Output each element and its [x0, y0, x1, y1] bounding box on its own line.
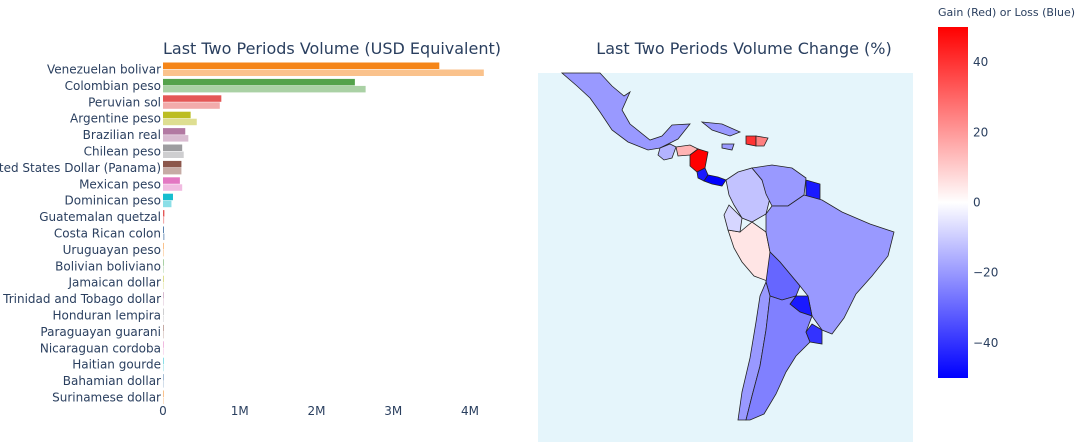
- category-label: Trinidad and Tobago dollar: [2, 292, 161, 306]
- category-label: Honduran lempira: [52, 309, 161, 323]
- category-label: United States Dollar (Panama): [0, 161, 161, 175]
- bar-period-2: [163, 266, 164, 273]
- region-guatemala: [657, 143, 677, 161]
- category-label: Brazilian real: [83, 128, 161, 142]
- category-label: Bolivian boliviano: [55, 259, 161, 273]
- region-uruguay: [805, 323, 823, 345]
- x-tick-label: 3M: [384, 404, 402, 418]
- bar-period-1: [163, 95, 222, 102]
- region-haiti: [745, 135, 757, 147]
- region-dominican-republic: [755, 135, 769, 147]
- colorbar: Gain (Red) or Loss (Blue) 40 20 0 −20 −40: [938, 6, 1075, 378]
- bar-period-1: [163, 210, 165, 217]
- x-tick-label: 4M: [461, 404, 479, 418]
- colorbar-tick-label: 40: [973, 55, 988, 69]
- category-label: Guatemalan quetzal: [39, 210, 161, 224]
- bar-period-1: [163, 78, 355, 86]
- colorbar-tick-label: −40: [973, 336, 998, 350]
- colorbar-ticks: 40 20 0 −20 −40: [973, 55, 998, 350]
- bar-period-2: [163, 118, 197, 126]
- bar-period-1: [163, 324, 164, 332]
- bar-period-1: [163, 111, 191, 119]
- category-label: Haitian gourde: [72, 358, 161, 372]
- bar-period-1: [163, 275, 164, 283]
- bar-period-1: [163, 357, 164, 365]
- bar-period-1: [163, 226, 164, 233]
- x-axis-ticks: 0 1M 2M 3M 4M: [159, 404, 479, 418]
- category-label: Jamaican dollar: [67, 276, 161, 290]
- bar-period-1: [163, 160, 182, 168]
- bar-period-2: [163, 315, 164, 322]
- category-label: Argentine peso: [70, 112, 161, 126]
- category-label: Peruvian sol: [88, 95, 161, 109]
- bar-period-1: [163, 390, 164, 397]
- bar-period-2: [163, 299, 164, 306]
- bar-period-1: [163, 308, 164, 315]
- colorbar-tick-label: 0: [973, 196, 981, 210]
- bar-period-2: [163, 381, 164, 388]
- bar-period-2: [163, 69, 484, 76]
- bar-period-2: [163, 167, 182, 175]
- region-brazil: [765, 194, 895, 335]
- category-label: Chilean peso: [84, 145, 161, 159]
- bar-chart-title: Last Two Periods Volume (USD Equivalent): [163, 39, 501, 58]
- category-label: Uruguayan peso: [63, 243, 161, 257]
- map-chart: Last Two Periods Volume Change (%): [538, 39, 913, 442]
- bar-period-2: [163, 151, 184, 158]
- bar-period-2: [163, 233, 165, 240]
- bar-period-1: [163, 177, 180, 184]
- region-argentina: [745, 295, 813, 421]
- x-tick-label: 1M: [231, 404, 249, 418]
- bar-period-1: [163, 341, 164, 348]
- bar-period-1: [163, 259, 164, 266]
- category-label: Venezuelan bolivar: [47, 63, 161, 77]
- bar-period-2: [163, 184, 183, 191]
- bar-period-1: [163, 374, 164, 381]
- bar-period-2: [163, 135, 189, 142]
- bar-chart: Last Two Periods Volume (USD Equivalent)…: [0, 39, 501, 418]
- region-jamaica: [721, 143, 735, 151]
- bar-period-1: [163, 242, 164, 250]
- bar-period-1: [163, 144, 183, 151]
- category-label: Paraguayan guarani: [40, 325, 161, 339]
- category-label: Costa Rican colon: [54, 227, 161, 241]
- bar-period-1: [163, 292, 164, 299]
- category-label: Colombian peso: [65, 79, 161, 93]
- category-label: Bahamian dollar: [63, 374, 161, 388]
- bar-period-2: [163, 85, 366, 93]
- bar-period-2: [163, 348, 164, 355]
- colorbar-gradient: [938, 27, 968, 378]
- category-label: Dominican peso: [64, 194, 161, 208]
- x-tick-label: 2M: [308, 404, 326, 418]
- region-mexico: [560, 72, 691, 151]
- x-tick-label: 0: [159, 404, 167, 418]
- bar-marks: [163, 62, 484, 404]
- bar-period-2: [163, 331, 164, 339]
- colorbar-title: Gain (Red) or Loss (Blue): [938, 6, 1075, 19]
- category-label: Surinamese dollar: [52, 391, 161, 405]
- bar-period-2: [163, 282, 164, 290]
- bar-period-1: [163, 62, 440, 69]
- region-cuba: [700, 121, 742, 137]
- bar-period-1: [163, 193, 173, 201]
- bar-period-2: [163, 364, 164, 372]
- map-title: Last Two Periods Volume Change (%): [596, 39, 891, 58]
- bar-period-2: [163, 102, 220, 109]
- category-label: Mexican peso: [79, 177, 161, 191]
- region-ecuador: [723, 204, 743, 233]
- bar-period-2: [163, 249, 164, 257]
- category-labels: Venezuelan bolivar Colombian peso Peruvian…: [0, 63, 161, 405]
- bar-period-2: [163, 200, 172, 208]
- category-label: Nicaraguan cordoba: [40, 341, 161, 355]
- colorbar-tick-label: 20: [973, 125, 988, 139]
- map-regions: [560, 72, 895, 421]
- bar-period-2: [163, 217, 165, 224]
- colorbar-tick-label: −20: [973, 266, 998, 280]
- bar-period-2: [163, 397, 164, 404]
- bar-period-1: [163, 128, 186, 135]
